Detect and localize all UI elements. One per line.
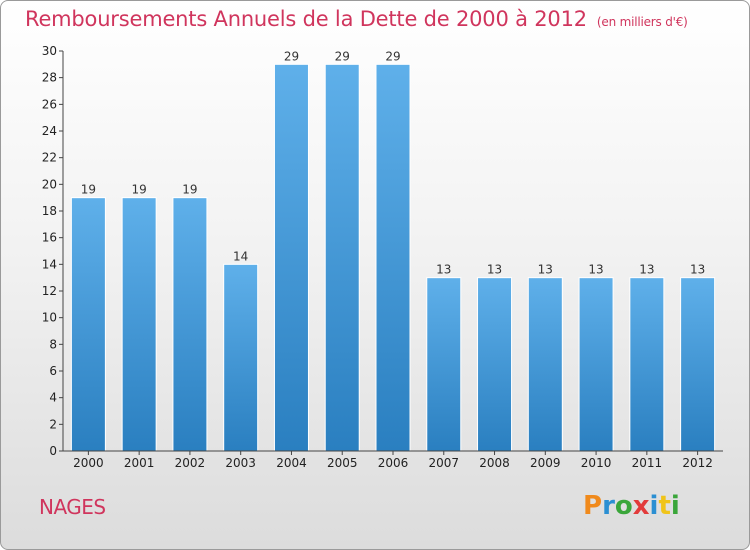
- y-tick-label-14: 14: [42, 257, 57, 271]
- y-tick-label-30: 30: [42, 44, 57, 58]
- bar-2011: [629, 277, 665, 452]
- y-tick-label-28: 28: [42, 71, 57, 85]
- x-tick-label-2012: 2012: [682, 456, 713, 470]
- y-tick-label-24: 24: [42, 124, 57, 138]
- y-tick-label-12: 12: [42, 284, 57, 298]
- value-label-2011: 13: [639, 263, 654, 277]
- value-label-2012: 13: [690, 263, 705, 277]
- bar-2001: [121, 197, 157, 452]
- bar-2008: [477, 277, 513, 452]
- y-tick-label-8: 8: [49, 337, 57, 351]
- y-tick-label-26: 26: [42, 97, 57, 111]
- bar-2004: [273, 63, 309, 452]
- bar-2010: [578, 277, 614, 452]
- y-tick-label-0: 0: [49, 444, 57, 458]
- chart-title: Remboursements Annuels de la Dette de 20…: [25, 7, 688, 31]
- x-tick-label-2008: 2008: [479, 456, 510, 470]
- value-label-2000: 19: [81, 183, 96, 197]
- x-tick-label-2000: 2000: [73, 456, 104, 470]
- x-tick-label-2007: 2007: [428, 456, 459, 470]
- value-label-2009: 13: [538, 263, 553, 277]
- x-tick-label-2010: 2010: [581, 456, 612, 470]
- y-tick-label-6: 6: [49, 364, 57, 378]
- value-label-2008: 13: [487, 263, 502, 277]
- value-label-2002: 19: [182, 183, 197, 197]
- x-tick-label-2005: 2005: [327, 456, 358, 470]
- bar-2003: [223, 263, 259, 452]
- chart-title-text: Remboursements Annuels de la Dette de 20…: [25, 7, 587, 31]
- y-tick-label-10: 10: [42, 311, 57, 325]
- y-tick-label-16: 16: [42, 231, 57, 245]
- chart-unit: (en milliers d'€): [596, 15, 688, 29]
- bar-2005: [324, 63, 360, 452]
- value-label-2001: 19: [132, 183, 147, 197]
- commune-name: NAGES: [39, 495, 106, 519]
- bar-2009: [527, 277, 563, 452]
- bar-2006: [375, 63, 411, 452]
- value-label-2007: 13: [436, 263, 451, 277]
- x-tick-label-2004: 2004: [276, 456, 307, 470]
- x-tick-label-2001: 2001: [124, 456, 155, 470]
- y-tick-label-18: 18: [42, 204, 57, 218]
- bar-2012: [680, 277, 716, 452]
- bar-2000: [70, 197, 106, 452]
- x-tick-label-2011: 2011: [632, 456, 663, 470]
- x-tick-label-2002: 2002: [175, 456, 206, 470]
- value-label-2003: 14: [233, 249, 248, 263]
- value-label-2005: 29: [335, 49, 350, 63]
- x-tick-label-2003: 2003: [225, 456, 256, 470]
- y-tick-label-4: 4: [49, 391, 57, 405]
- y-tick-label-20: 20: [42, 177, 57, 191]
- value-label-2006: 29: [385, 49, 400, 63]
- x-tick-label-2006: 2006: [378, 456, 409, 470]
- bar-2007: [426, 277, 462, 452]
- proxiti-logo: Proxiti: [583, 491, 680, 521]
- y-tick-label-22: 22: [42, 151, 57, 165]
- value-label-2004: 29: [284, 49, 299, 63]
- y-tick-label-2: 2: [49, 417, 57, 431]
- bar-2002: [172, 197, 208, 452]
- value-label-2010: 13: [588, 263, 603, 277]
- x-tick-label-2009: 2009: [530, 456, 561, 470]
